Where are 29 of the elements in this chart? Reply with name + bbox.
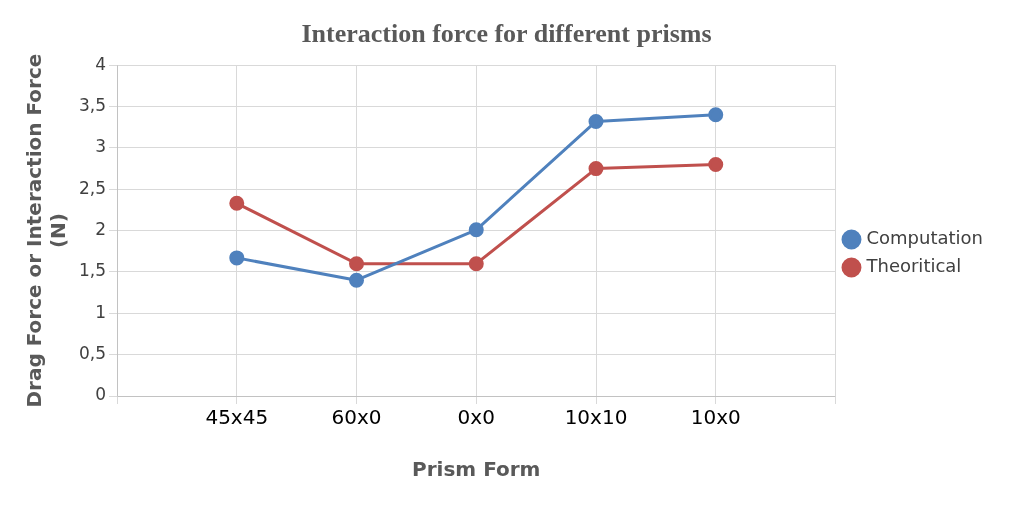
- point: [588, 113, 604, 129]
- point: [588, 161, 604, 177]
- y-tick-label: 3,5: [78, 94, 107, 115]
- y-tick-label: 1,5: [78, 260, 107, 281]
- point: [229, 250, 245, 266]
- y-tick-label: 3: [95, 136, 107, 157]
- y-tick-label: 2: [95, 219, 107, 240]
- point: [229, 195, 245, 211]
- y-tick-label: 2,5: [78, 177, 107, 198]
- point: [468, 222, 484, 238]
- x-tick-label: 60x0: [331, 405, 382, 430]
- y-tick-label: 0,5: [78, 343, 107, 364]
- x-tick-label: 10x0: [690, 405, 741, 430]
- y-axis-title: Drag Force or Interaction Force (N): [22, 53, 71, 408]
- x-tick-label: 0x0: [457, 405, 495, 430]
- y-tick-label: 4: [95, 53, 107, 74]
- x-tick-label: 10x10: [564, 405, 628, 430]
- legend-label: Theoritical: [865, 255, 962, 277]
- point: [349, 272, 365, 288]
- legend-label: Computation: [866, 227, 984, 249]
- point: [349, 256, 365, 272]
- x-axis-title: Prism Form: [412, 457, 541, 482]
- y-tick-label: 1: [95, 301, 107, 322]
- point: [468, 256, 484, 272]
- point: [708, 107, 724, 123]
- y-tick-label: 0: [95, 384, 107, 405]
- chart-title: Interaction force for different prisms: [301, 19, 712, 49]
- point: [708, 156, 724, 172]
- x-tick-label: 45x45: [205, 405, 269, 430]
